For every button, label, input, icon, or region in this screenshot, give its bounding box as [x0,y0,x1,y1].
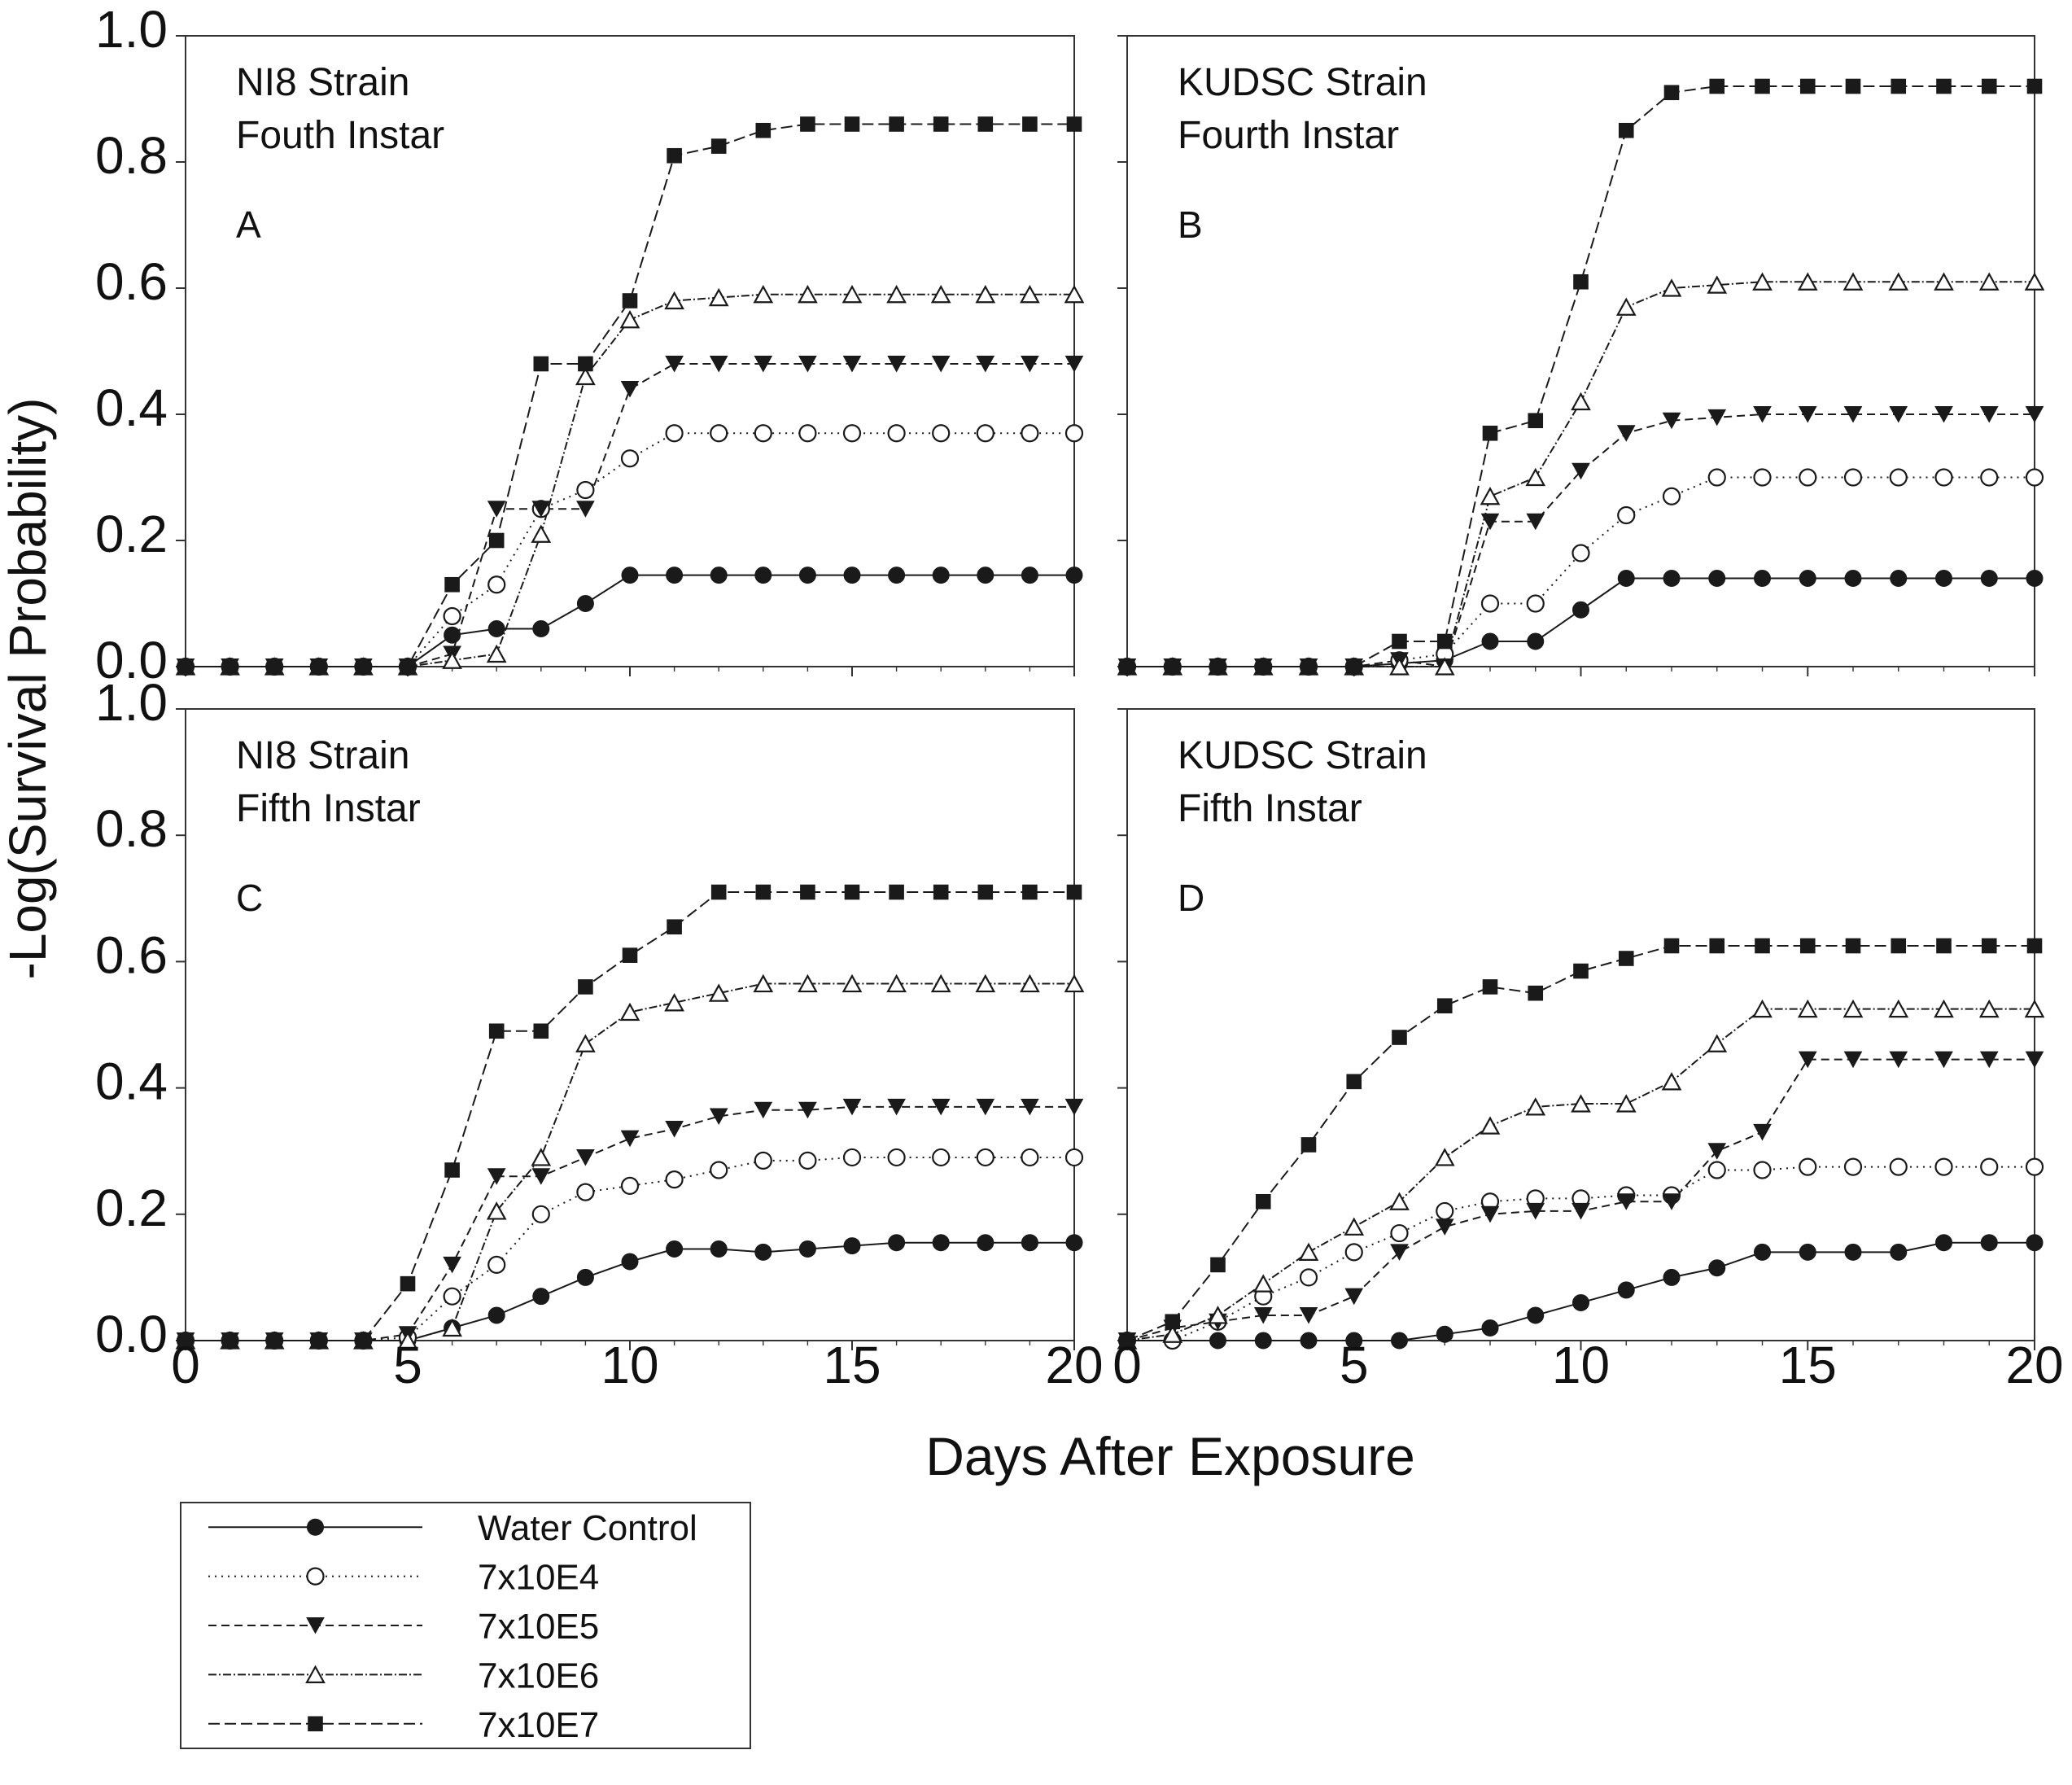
svg-text:KUDSC Strain: KUDSC Strain [1178,734,1427,777]
svg-text:10: 10 [601,1336,658,1394]
svg-text:Fouth Instar: Fouth Instar [236,114,444,157]
svg-text:0.4: 0.4 [95,1052,168,1111]
svg-text:20: 20 [2005,1336,2063,1394]
svg-text:7x10E7: 7x10E7 [478,1705,599,1745]
svg-text:-Log(Survival Probability): -Log(Survival Probability) [0,398,57,980]
svg-text:Fifth Instar: Fifth Instar [236,787,421,830]
svg-text:Fifth Instar: Fifth Instar [1178,787,1362,830]
svg-text:0.8: 0.8 [95,799,168,858]
svg-text:0.2: 0.2 [95,505,168,563]
svg-text:7x10E6: 7x10E6 [478,1656,599,1695]
svg-text:D: D [1178,877,1204,919]
svg-text:0.0: 0.0 [95,1305,168,1363]
svg-text:C: C [236,877,263,919]
svg-text:0.4: 0.4 [95,378,168,437]
svg-text:0: 0 [171,1336,200,1394]
svg-text:5: 5 [393,1336,422,1394]
svg-text:NI8 Strain: NI8 Strain [236,734,409,777]
svg-text:1.0: 1.0 [95,0,168,59]
svg-text:A: A [236,203,261,246]
svg-text:5: 5 [1340,1336,1369,1394]
svg-text:10: 10 [1552,1336,1610,1394]
svg-text:B: B [1178,203,1203,246]
svg-text:0.6: 0.6 [95,925,168,984]
svg-text:NI8 Strain: NI8 Strain [236,61,409,104]
svg-text:15: 15 [1779,1336,1837,1394]
svg-text:20: 20 [1045,1336,1103,1394]
svg-text:0.6: 0.6 [95,252,168,311]
svg-text:15: 15 [823,1336,881,1394]
svg-text:0: 0 [1112,1336,1142,1394]
svg-text:7x10E5: 7x10E5 [478,1607,599,1647]
svg-text:7x10E4: 7x10E4 [478,1558,599,1598]
svg-text:0.8: 0.8 [95,126,168,185]
svg-text:1.0: 1.0 [95,673,168,732]
svg-text:Water Control: Water Control [478,1508,697,1548]
svg-text:0.2: 0.2 [95,1179,168,1237]
svg-text:Days After Exposure: Days After Exposure [925,1426,1415,1486]
svg-text:Fourth Instar: Fourth Instar [1178,114,1399,157]
svg-text:KUDSC Strain: KUDSC Strain [1178,61,1427,104]
